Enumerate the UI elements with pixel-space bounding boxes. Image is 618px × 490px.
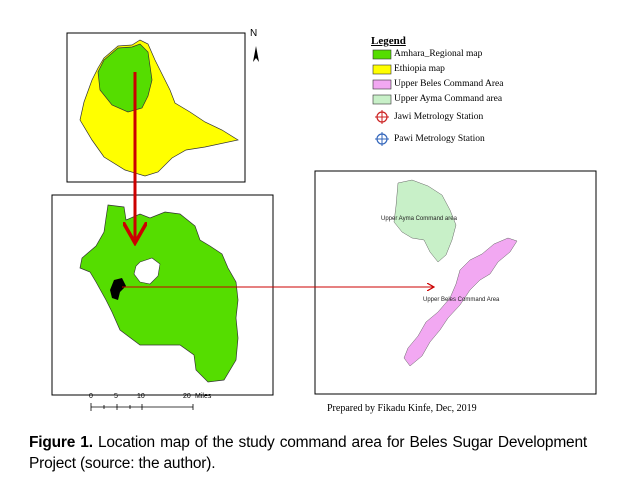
legend-label-pawi: Pawi Metrology Station (394, 134, 485, 144)
study-area-marker (110, 278, 126, 300)
scale-tick-5: 5 (114, 393, 118, 400)
legend-title: Legend (371, 35, 406, 47)
north-arrow-icon (253, 46, 259, 62)
legend-swatch (372, 49, 392, 60)
ayma-label: Upper Ayma Command area (381, 216, 457, 222)
caption-prefix: Figure 1. (29, 434, 93, 451)
scale-tick-20: 20 (183, 393, 191, 400)
legend-label-jawi: Jawi Metrology Station (394, 112, 484, 122)
scale-bar (90, 403, 194, 411)
scale-tick-10: 10 (137, 393, 145, 400)
caption-text: Location map of the study command area f… (29, 434, 588, 472)
legend-label-beles: Upper Beles Command Area (394, 79, 504, 89)
north-label: N (250, 28, 258, 39)
scale-tick-0: 0 (89, 393, 93, 400)
lake-tana (133, 257, 161, 285)
command-frame (314, 170, 597, 395)
beles-command-area (403, 237, 518, 367)
legend-label-ethiopia: Ethiopia map (394, 64, 445, 74)
beles-label: Upper Beles Command Area (423, 297, 500, 303)
amhara-inset (97, 43, 153, 113)
legend-label-ayma: Upper Ayma Command area (394, 94, 503, 104)
legend-swatch (372, 79, 392, 90)
amhara-map (79, 204, 239, 383)
ayma-command-area (393, 179, 457, 263)
legend-symbols (372, 49, 392, 146)
scale-unit: Miles (195, 393, 212, 400)
map-credit: Prepared by Fikadu Kinfe, Dec, 2019 (327, 403, 477, 414)
legend-label-amhara: Amhara_Regional map (394, 49, 483, 59)
legend-swatch (372, 64, 392, 75)
figure-caption: Figure 1. Location map of the study comm… (29, 432, 587, 474)
legend-swatch (372, 94, 392, 105)
